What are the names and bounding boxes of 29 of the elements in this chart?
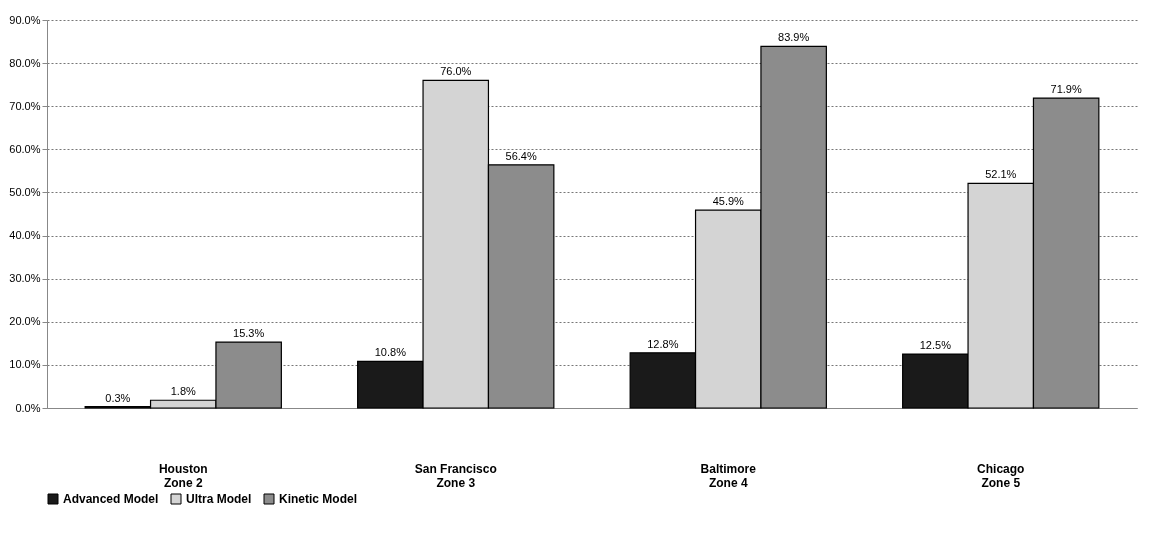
data-label: 83.9% <box>778 31 810 44</box>
data-label: 56.4% <box>505 149 537 162</box>
data-label: 12.8% <box>647 337 679 350</box>
legend-label: Ultra Model <box>186 492 252 506</box>
legend-label: Kinetic Model <box>279 492 358 506</box>
y-tick-label: 60.0% <box>9 142 41 155</box>
y-tick-label: 20.0% <box>9 315 41 328</box>
data-label: 76.0% <box>440 65 472 78</box>
x-tick-label: Chicago Zone 5 <box>977 461 1025 490</box>
x-tick-label: Houston Zone 2 <box>158 461 208 490</box>
data-label: 52.1% <box>985 168 1017 181</box>
y-tick-label: 30.0% <box>9 272 41 285</box>
x-tick-label: San Francisco Zone 3 <box>414 461 497 490</box>
data-label: 12.5% <box>919 339 952 352</box>
data-label: 1.8% <box>170 385 196 398</box>
data-label: 71.9% <box>1050 83 1082 96</box>
y-tick-label: 0.0% <box>15 401 41 414</box>
data-label: 10.8% <box>374 346 407 359</box>
data-label: 45.9% <box>712 195 745 208</box>
data-label: 15.3% <box>233 327 265 340</box>
x-tick-label: Baltimore Zone 4 <box>700 461 757 490</box>
y-tick-label: 10.0% <box>9 358 41 371</box>
data-label: 0.3% <box>105 391 131 404</box>
y-tick-label: 70.0% <box>9 99 41 112</box>
y-tick-label: 80.0% <box>9 56 41 69</box>
y-tick-label: 40.0% <box>9 229 41 242</box>
y-tick-label: 50.0% <box>9 185 41 198</box>
legend-label: Advanced Model <box>63 492 159 506</box>
y-tick-label: 90.0% <box>9 13 41 26</box>
